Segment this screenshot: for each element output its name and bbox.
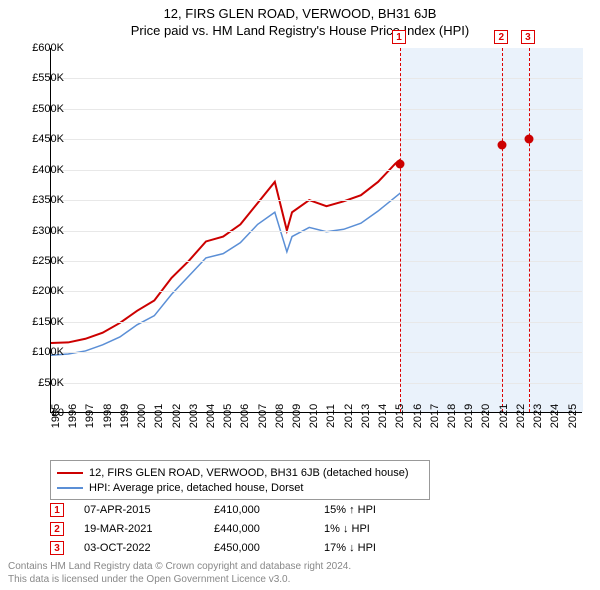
- x-tick-label: 1995: [50, 404, 62, 428]
- x-tick-label: 2019: [463, 404, 475, 428]
- x-tick-label: 1997: [84, 404, 96, 428]
- y-tick-label: £200K: [32, 285, 64, 297]
- event-price: £450,000: [214, 542, 304, 554]
- x-tick-label: 2006: [239, 404, 251, 428]
- footer-attribution: Contains HM Land Registry data © Crown c…: [8, 560, 351, 586]
- x-tick-label: 2021: [498, 404, 510, 428]
- event-price: £410,000: [214, 504, 304, 516]
- price-dot: [395, 159, 404, 168]
- footer-line1: Contains HM Land Registry data © Crown c…: [8, 560, 351, 573]
- chart-container: 12, FIRS GLEN ROAD, VERWOOD, BH31 6JB Pr…: [0, 0, 600, 590]
- x-tick-label: 2015: [394, 404, 406, 428]
- event-delta: 17% ↓ HPI: [324, 542, 376, 554]
- event-price: £440,000: [214, 523, 304, 535]
- y-tick-label: £450K: [32, 133, 64, 145]
- event-marker-icon: 2: [50, 522, 64, 536]
- x-tick-label: 2013: [360, 404, 372, 428]
- marker-label: 1: [392, 30, 406, 44]
- y-tick-label: £400K: [32, 164, 64, 176]
- event-row: 1 07-APR-2015 £410,000 15% ↑ HPI: [50, 500, 376, 519]
- legend-box: 12, FIRS GLEN ROAD, VERWOOD, BH31 6JB (d…: [50, 460, 430, 500]
- x-tick-label: 2023: [532, 404, 544, 428]
- marker-label: 3: [521, 30, 535, 44]
- event-delta: 15% ↑ HPI: [324, 504, 376, 516]
- x-tick-label: 2014: [377, 404, 389, 428]
- y-tick-label: £600K: [32, 42, 64, 54]
- y-tick-label: £300K: [32, 225, 64, 237]
- price-dot: [524, 135, 533, 144]
- y-tick-label: £250K: [32, 255, 64, 267]
- x-tick-label: 2018: [446, 404, 458, 428]
- x-tick-label: 2009: [291, 404, 303, 428]
- x-tick-label: 2020: [480, 404, 492, 428]
- y-tick-label: £100K: [32, 346, 64, 358]
- x-tick-label: 2022: [515, 404, 527, 428]
- x-tick-label: 1996: [67, 404, 79, 428]
- event-marker-icon: 3: [50, 541, 64, 555]
- y-tick-label: £350K: [32, 194, 64, 206]
- x-tick-label: 2002: [171, 404, 183, 428]
- x-tick-label: 2008: [274, 404, 286, 428]
- x-tick-label: 2003: [188, 404, 200, 428]
- title-subtitle: Price paid vs. HM Land Registry's House …: [0, 23, 600, 38]
- x-tick-label: 1998: [102, 404, 114, 428]
- legend-swatch: [57, 487, 83, 489]
- event-marker-icon: 1: [50, 503, 64, 517]
- events-table: 1 07-APR-2015 £410,000 15% ↑ HPI 2 19-MAR-202…: [50, 500, 376, 557]
- event-row: 2 19-MAR-2021 £440,000 1% ↓ HPI: [50, 519, 376, 538]
- y-tick-label: £50K: [38, 377, 64, 389]
- x-tick-label: 2017: [429, 404, 441, 428]
- legend-label: 12, FIRS GLEN ROAD, VERWOOD, BH31 6JB (d…: [89, 467, 409, 479]
- x-tick-label: 2001: [153, 404, 165, 428]
- event-date: 19-MAR-2021: [84, 523, 194, 535]
- y-tick-label: £150K: [32, 316, 64, 328]
- x-tick-label: 2004: [205, 404, 217, 428]
- event-delta: 1% ↓ HPI: [324, 523, 370, 535]
- footer-line2: This data is licensed under the Open Gov…: [8, 573, 351, 586]
- legend-label: HPI: Average price, detached house, Dors…: [89, 482, 303, 494]
- x-tick-label: 2011: [325, 404, 337, 428]
- title-block: 12, FIRS GLEN ROAD, VERWOOD, BH31 6JB Pr…: [0, 0, 600, 40]
- x-tick-label: 2025: [567, 404, 579, 428]
- plot-area: [50, 48, 582, 413]
- x-tick-label: 2012: [343, 404, 355, 428]
- x-tick-label: 1999: [119, 404, 131, 428]
- event-date: 03-OCT-2022: [84, 542, 194, 554]
- legend-swatch: [57, 472, 83, 474]
- event-row: 3 03-OCT-2022 £450,000 17% ↓ HPI: [50, 538, 376, 557]
- x-tick-label: 2000: [136, 404, 148, 428]
- price-dot: [498, 141, 507, 150]
- event-date: 07-APR-2015: [84, 504, 194, 516]
- title-address: 12, FIRS GLEN ROAD, VERWOOD, BH31 6JB: [0, 6, 600, 21]
- legend-row: 12, FIRS GLEN ROAD, VERWOOD, BH31 6JB (d…: [57, 465, 423, 480]
- marker-label: 2: [494, 30, 508, 44]
- y-tick-label: £550K: [32, 72, 64, 84]
- x-tick-label: 2005: [222, 404, 234, 428]
- x-tick-label: 2016: [412, 404, 424, 428]
- legend-row: HPI: Average price, detached house, Dors…: [57, 480, 423, 495]
- x-tick-label: 2007: [257, 404, 269, 428]
- x-tick-label: 2010: [308, 404, 320, 428]
- x-tick-label: 2024: [549, 404, 561, 428]
- y-tick-label: £500K: [32, 103, 64, 115]
